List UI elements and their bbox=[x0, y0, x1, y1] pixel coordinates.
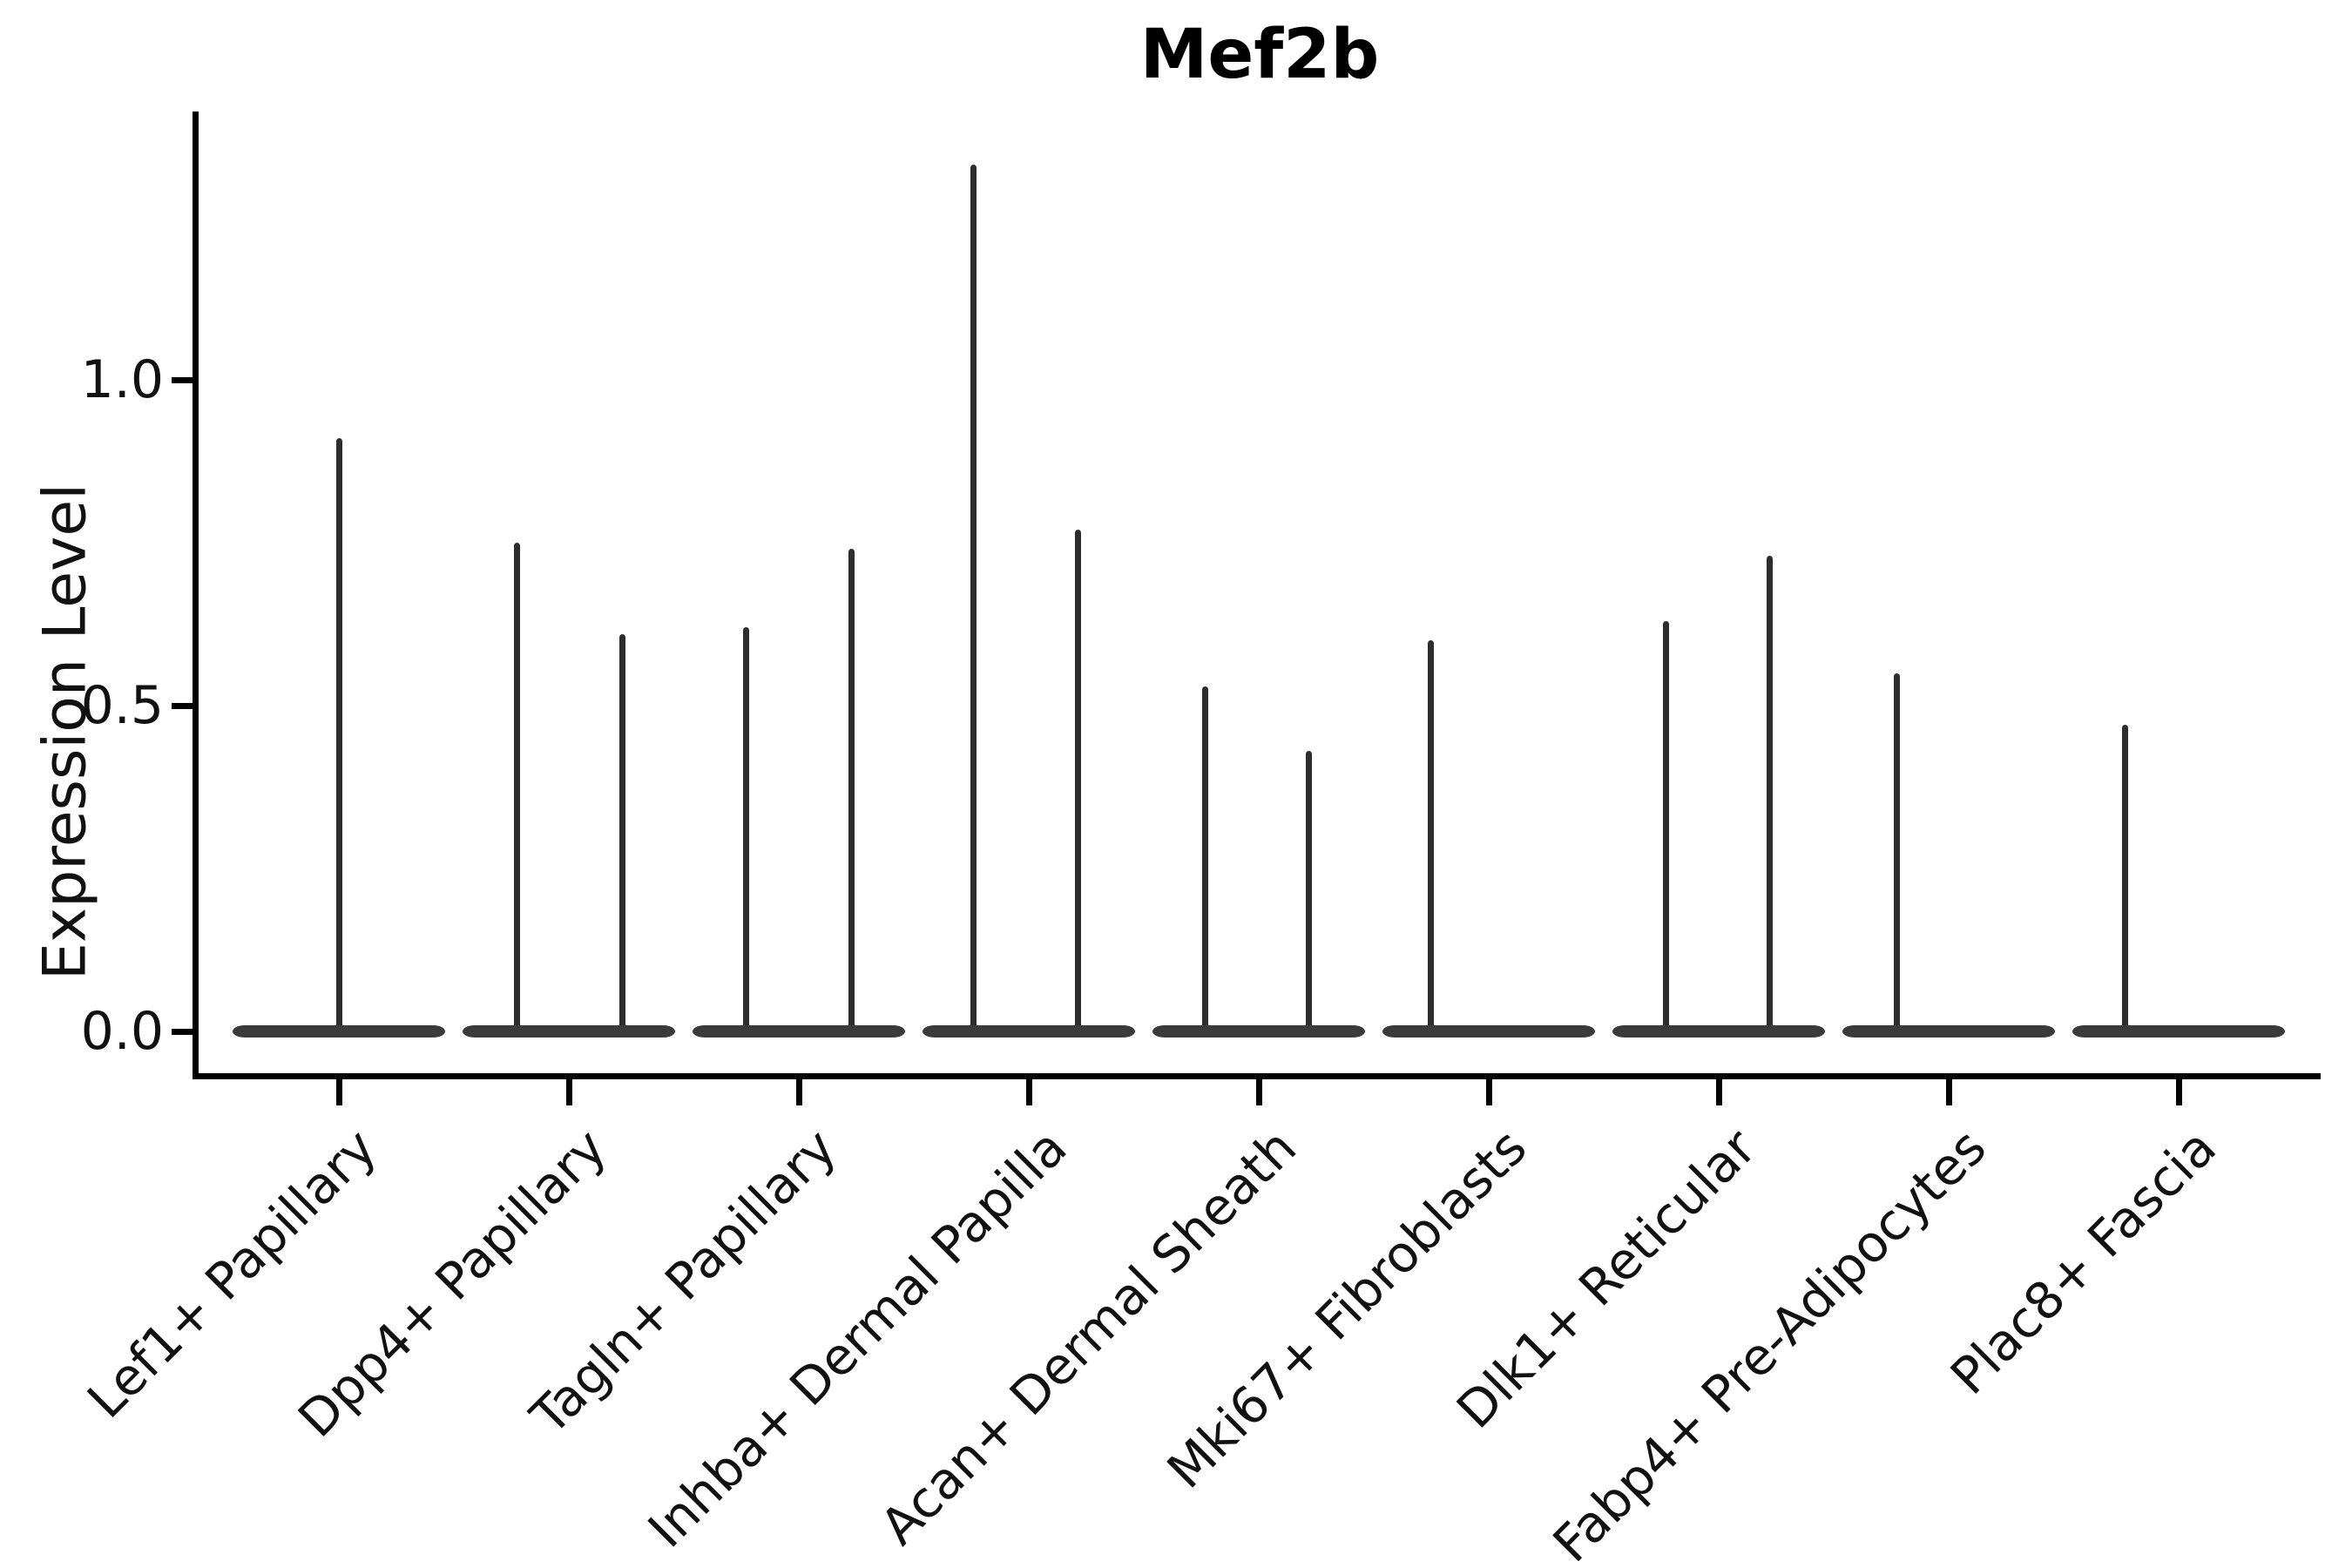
y-tick-label: 1.0 bbox=[80, 349, 164, 410]
violin-base bbox=[463, 1025, 675, 1037]
y-axis-spine bbox=[193, 112, 199, 1079]
violin-spike bbox=[1427, 640, 1434, 1037]
violin-spike bbox=[1074, 530, 1081, 1037]
violin-base bbox=[923, 1025, 1135, 1037]
x-tick bbox=[1715, 1079, 1722, 1105]
x-tick bbox=[2175, 1079, 2182, 1105]
violin-base bbox=[1842, 1025, 2055, 1037]
y-tick-label: 0.0 bbox=[80, 1001, 164, 1062]
violin-spike bbox=[1662, 620, 1669, 1037]
violin-spike bbox=[742, 627, 749, 1037]
y-tick bbox=[172, 376, 193, 383]
violin-spike bbox=[513, 543, 520, 1037]
violin-spike bbox=[1305, 751, 1312, 1037]
chart-title-text: Mef2b bbox=[1139, 16, 1380, 94]
x-tick bbox=[1485, 1079, 1492, 1105]
violin-base bbox=[1612, 1025, 1825, 1037]
x-tick bbox=[1255, 1079, 1262, 1105]
x-tick-label: Inhba+ Dermal Papilla bbox=[636, 1118, 1078, 1559]
violin-base bbox=[233, 1025, 445, 1037]
x-tick bbox=[1025, 1079, 1032, 1105]
y-tick-label: 0.5 bbox=[80, 675, 164, 736]
x-tick-label: Fabp4+ Pre-Adipocytes bbox=[1541, 1118, 1998, 1568]
violin-base bbox=[1152, 1025, 1365, 1037]
x-tick bbox=[795, 1079, 802, 1105]
violin-spike bbox=[970, 165, 977, 1037]
violin-spike bbox=[618, 633, 625, 1037]
violin-spike bbox=[848, 549, 855, 1037]
violin-spike bbox=[1201, 686, 1208, 1037]
x-tick-label: Acan+ Dermal Sheath bbox=[868, 1118, 1308, 1557]
violin-spike bbox=[1766, 555, 1773, 1037]
x-axis-spine bbox=[193, 1073, 2321, 1079]
x-tick bbox=[335, 1079, 342, 1105]
x-tick bbox=[565, 1079, 572, 1105]
violin-spike bbox=[2121, 725, 2128, 1037]
chart-title: Mef2b bbox=[0, 16, 2352, 94]
violin-spike bbox=[1893, 672, 1900, 1037]
y-tick bbox=[172, 702, 193, 709]
y-tick bbox=[172, 1028, 193, 1035]
violin-base bbox=[693, 1025, 905, 1037]
violin-spike bbox=[335, 438, 342, 1037]
violin-base bbox=[1382, 1025, 1595, 1037]
x-tick bbox=[1945, 1079, 1952, 1105]
violin-base bbox=[2072, 1025, 2285, 1037]
